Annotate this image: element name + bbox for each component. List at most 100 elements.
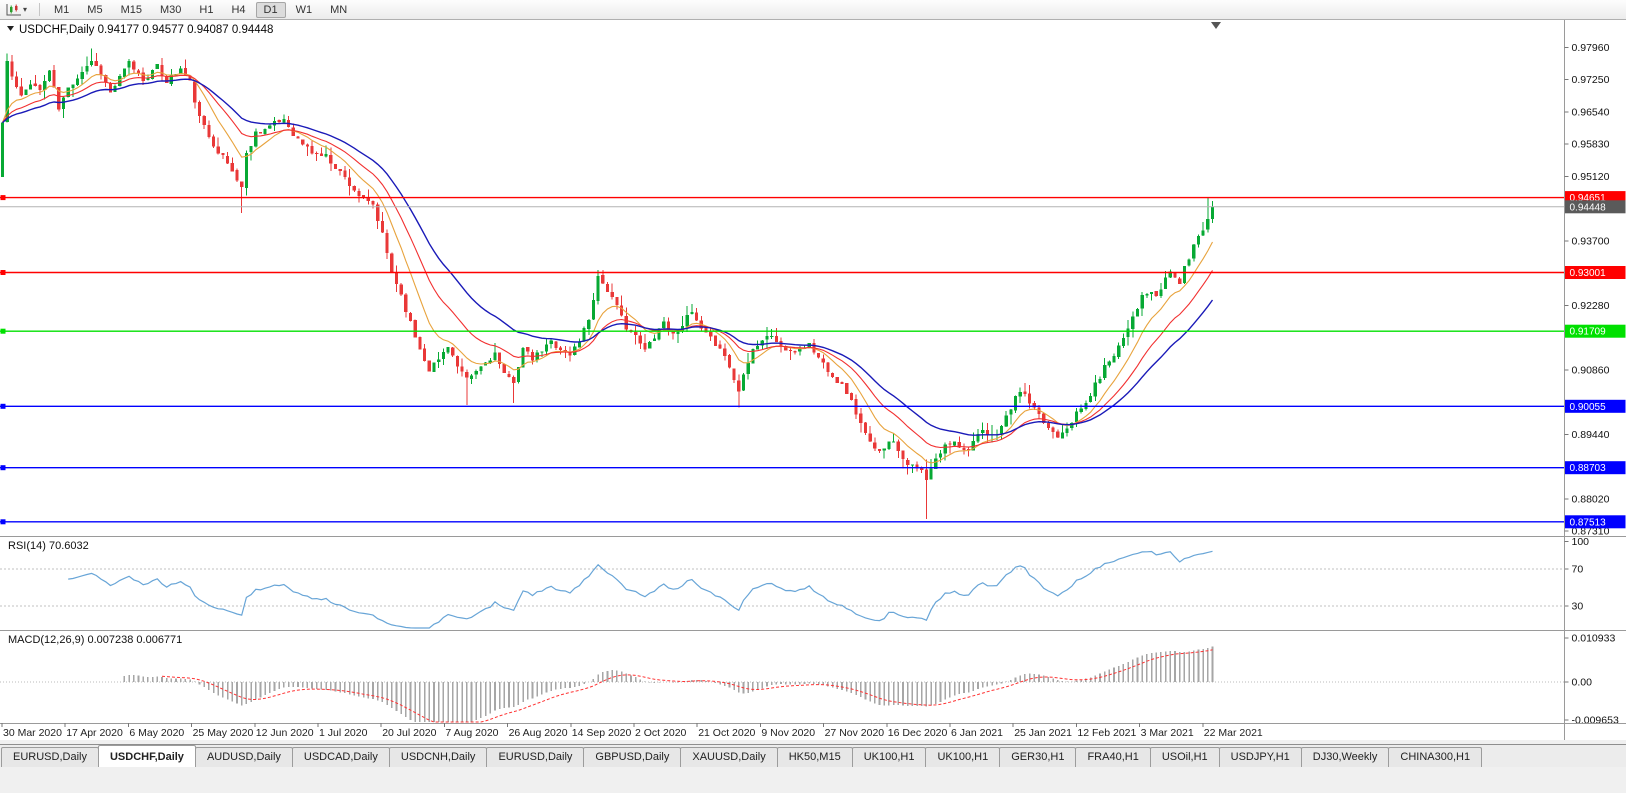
hline-price-box-text: 0.94651 <box>1570 193 1607 204</box>
date-label: 14 Sep 2020 <box>572 727 632 739</box>
hline-handle[interactable] <box>0 195 6 201</box>
date-label: 12 Feb 2021 <box>1077 727 1136 739</box>
rsi-line <box>68 550 1213 629</box>
timeframe-button-m15[interactable]: M15 <box>120 3 142 16</box>
rsi-tick-label: 100 <box>1572 536 1590 548</box>
timeframe-button-d1[interactable]: D1 <box>255 1 286 18</box>
timeframe-button-m1[interactable]: M1 <box>54 3 70 16</box>
candlestick-series <box>0 48 1215 520</box>
current-price-box-text: 0.94448 <box>1570 202 1607 213</box>
price-tick-label: 0.97250 <box>1572 74 1610 86</box>
chart-tab-eurusd-daily[interactable]: EURUSD,Daily <box>1 747 99 767</box>
date-label: 22 Mar 2021 <box>1204 727 1263 739</box>
hline-handle[interactable] <box>0 465 6 471</box>
date-label: 30 Mar 2020 <box>3 727 62 739</box>
chart-area[interactable]: USDCHF,Daily 0.94177 0.94577 0.94087 0.9… <box>0 20 1626 740</box>
current-price-box <box>1565 200 1626 214</box>
timeframe-button-m30[interactable]: M30 <box>159 3 182 16</box>
bottom-filler <box>0 767 1626 792</box>
macd-histogram <box>123 646 1214 722</box>
hline-price-box <box>1565 324 1626 338</box>
hline-handle[interactable] <box>0 328 6 334</box>
triangle-down-icon[interactable] <box>7 26 14 31</box>
chevron-down-icon[interactable]: ▾ <box>23 5 28 14</box>
macd-tick-label: 0.00 <box>1572 677 1593 689</box>
ma-line-30[interactable] <box>2 78 1214 436</box>
chart-title: USDCHF,Daily 0.94177 0.94577 0.94087 0.9… <box>19 24 273 36</box>
chart-tab-uk100-h1[interactable]: UK100,H1 <box>851 747 927 767</box>
rsi-tick-label: 70 <box>1572 564 1584 576</box>
macd-signal-line <box>161 649 1213 723</box>
chart-tab-usdchf-daily[interactable]: USDCHF,Daily <box>97 745 196 767</box>
price-tick-label: 0.90860 <box>1572 364 1610 376</box>
timeframe-button-m5[interactable]: M5 <box>87 3 103 16</box>
chart-tab-bar: EURUSD,Daily USDCHF,Daily AUDUSD,Daily USDC… <box>0 744 1626 767</box>
triangle-down-icon[interactable] <box>1211 22 1221 29</box>
date-label: 1 Jul 2020 <box>319 727 368 739</box>
macd-label: MACD(12,26,9) 0.007238 0.006771 <box>8 634 182 646</box>
candlestick-chart-icon[interactable] <box>6 3 22 17</box>
hline-price-box-text: 0.87513 <box>1570 517 1607 528</box>
date-label: 16 Dec 2020 <box>888 727 948 739</box>
date-label: 21 Oct 2020 <box>698 727 755 739</box>
chart-tab-fra40-h1[interactable]: FRA40,H1 <box>1075 747 1151 767</box>
chart-tab-eurusd-daily[interactable]: EURUSD,Daily <box>486 747 585 767</box>
chart-tab-usdjpy-h1[interactable]: USDJPY,H1 <box>1218 747 1302 767</box>
chart-tab-usdcad-daily[interactable]: USDCAD,Daily <box>291 747 390 767</box>
price-tick-label: 0.93700 <box>1572 235 1610 247</box>
chart-tab-xauusd-daily[interactable]: XAUUSD,Daily <box>680 747 778 767</box>
hline-price-box <box>1565 461 1626 475</box>
hline-handle[interactable] <box>0 519 6 525</box>
date-label: 20 Jul 2020 <box>382 727 436 739</box>
date-label: 2 Oct 2020 <box>635 727 687 739</box>
date-label: 6 May 2020 <box>129 727 184 739</box>
hline-price-box-text: 0.91709 <box>1570 327 1607 338</box>
macd-tick-label: -0.009653 <box>1572 715 1619 727</box>
date-label: 17 Apr 2020 <box>66 727 123 739</box>
chart-tab-audusd-daily[interactable]: AUDUSD,Daily <box>194 747 293 767</box>
chart-tab-china300-h1[interactable]: CHINA300,H1 <box>1388 747 1483 767</box>
date-label: 6 Jan 2021 <box>951 727 1003 739</box>
price-tick-label: 0.92280 <box>1572 300 1610 312</box>
chart-tab-usoil-h1[interactable]: USOil,H1 <box>1149 747 1220 767</box>
chart-tab-gbpusd-daily[interactable]: GBPUSD,Daily <box>583 747 682 767</box>
chart-tab-uk100-h1[interactable]: UK100,H1 <box>925 747 1001 767</box>
hline-price-box <box>1565 515 1626 529</box>
price-tick-label: 0.97960 <box>1572 42 1610 54</box>
rsi-tick-label: 30 <box>1572 601 1584 613</box>
date-label: 26 Aug 2020 <box>509 727 568 739</box>
rsi-label: RSI(14) 70.6032 <box>8 540 89 552</box>
timeframe-toolbar: ▾ M1 M5 M15 M30 H1 H4 D1 W1 MN <box>0 0 1626 20</box>
toolbar-separator <box>39 3 41 16</box>
chart-tab-usdcnh-daily[interactable]: USDCNH,Daily <box>388 747 488 767</box>
timeframe-button-h1[interactable]: H1 <box>199 3 214 16</box>
price-tick-label: 0.87310 <box>1572 526 1610 538</box>
hline-price-box <box>1565 399 1626 413</box>
chart-tab-hk50-m15[interactable]: HK50,M15 <box>776 747 853 767</box>
ma-line-9[interactable] <box>1 71 1213 464</box>
timeframe-buttons: M1 M5 M15 M30 H1 H4 D1 W1 MN <box>45 1 356 18</box>
timeframe-button-w1[interactable]: W1 <box>295 3 313 16</box>
hline-handle[interactable] <box>0 403 6 409</box>
date-label: 12 Jun 2020 <box>256 727 314 739</box>
date-label: 27 Nov 2020 <box>825 727 885 739</box>
date-label: 7 Aug 2020 <box>445 727 498 739</box>
timeframe-button-h4[interactable]: H4 <box>231 3 246 16</box>
price-tick-label: 0.95120 <box>1572 171 1610 183</box>
price-tick-label: 0.96540 <box>1572 106 1610 118</box>
date-label: 9 Nov 2020 <box>761 727 815 739</box>
price-tick-label: 0.88020 <box>1572 493 1610 505</box>
macd-tick-label: 0.010933 <box>1572 633 1616 645</box>
chart-tab-ger30-h1[interactable]: GER30,H1 <box>999 747 1077 767</box>
hline-handle[interactable] <box>0 270 6 275</box>
date-label: 25 Jan 2021 <box>1014 727 1072 739</box>
date-label: 3 Mar 2021 <box>1141 727 1194 739</box>
hline-price-box-text: 0.90055 <box>1570 402 1607 413</box>
price-pane <box>0 48 1565 525</box>
timeframe-button-mn[interactable]: MN <box>330 3 348 16</box>
chart-tab-dj30-weekly[interactable]: DJ30,Weekly <box>1300 747 1390 767</box>
price-tick-label: 0.89440 <box>1572 429 1610 441</box>
hline-price-box-text: 0.93001 <box>1570 268 1607 279</box>
price-tick-label: 0.95830 <box>1572 139 1610 151</box>
ma-line-18[interactable] <box>2 74 1213 449</box>
